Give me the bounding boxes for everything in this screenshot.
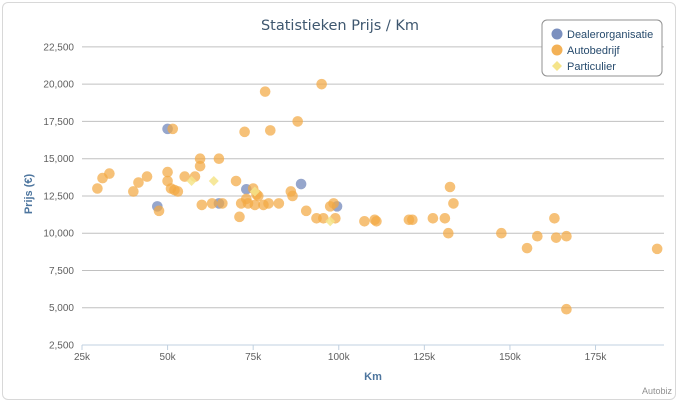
data-point-autobedrijf [194,160,206,172]
data-point-autobedrijf [213,153,225,164]
y-tick-label: 5,000 [49,303,74,314]
data-point-autobedrijf [230,175,242,187]
data-point-autobedrijf [249,199,261,211]
y-tick-label: 7,500 [49,266,74,277]
x-axis-title: Km [364,371,382,383]
data-point-autobedrijf [264,125,276,136]
data-point-autobedrijf [448,198,459,209]
data-point-autobedrijf [407,214,418,226]
x-tick-label: 50k [160,352,177,363]
data-point-autobedrijf [496,227,507,239]
y-tick-label: 17,500 [43,117,74,128]
data-point-dealerorganisatie [295,178,307,190]
legend: Dealerorganisatie Autobedrijf Particulier [541,19,663,77]
data-point-autobedrijf [234,211,245,223]
data-point-autobedrijf [561,230,572,242]
data-point-particulier [208,176,219,187]
data-point-autobedrijf [550,232,562,243]
x-tick-label: 150k [499,352,522,363]
legend-label-particulier: Particulier [567,61,616,73]
y-tick-label: 2,500 [49,341,74,352]
data-point-autobedrijf [316,78,327,90]
data-point-autobedrijf [273,198,285,209]
x-tick-label: 175k [585,352,608,363]
y-axis-title: Prijs (€) [23,173,35,214]
credit-label: Autobiz [642,386,673,396]
data-point-autobedrijf [104,168,115,179]
data-point-particulier [186,176,197,187]
x-tick-label: 25k [74,352,91,363]
data-point-autobedrijf [217,198,228,209]
data-point-autobedrijf [549,213,560,224]
data-point-autobedrijf [206,198,218,209]
data-point-autobedrijf [651,243,663,255]
x-axis: 25k 50k 75k 100k 125k 150k 175k [74,344,664,363]
data-point-particulier [249,186,260,197]
y-tick-label: 12,500 [43,191,74,202]
legend-symbol-particulier [552,61,562,71]
data-point-autobedrijf [162,166,173,178]
data-point-autobedrijf [194,153,206,164]
data-point-autobedrijf [196,199,208,211]
data-point-autobedrijf [439,213,451,224]
chart-title: Statistieken Prijs / Km [261,18,419,34]
data-point-autobedrijf [328,198,339,209]
data-point-autobedrijf [239,126,250,138]
data-point-autobedrijf [153,205,165,217]
plot-points [92,78,663,315]
y-axis: 2,500 5,000 7,500 10,000 12,500 15,000 17,500 2… [43,42,74,351]
data-point-autobedrijf [179,171,191,182]
legend-symbol-autobedrijf [551,44,563,56]
data-point-autobedrijf [300,205,312,217]
x-tick-label: 125k [414,352,437,363]
data-point-autobedrijf [532,230,543,242]
data-point-autobedrijf [444,181,456,193]
data-point-autobedrijf [133,177,144,188]
legend-label-dealerorganisatie: Dealerorganisatie [567,29,653,41]
data-point-autobedrijf [443,227,454,239]
data-point-autobedrijf [172,186,184,197]
data-point-autobedrijf [359,215,370,227]
data-point-autobedrijf [371,215,382,227]
data-point-autobedrijf [259,86,271,97]
data-point-autobedrijf [128,186,139,197]
data-point-autobedrijf [92,183,103,194]
data-point-autobedrijf [141,171,153,182]
x-tick-label: 100k [328,352,351,363]
legend-label-autobedrijf: Autobedrijf [567,45,621,57]
data-point-autobedrijf [521,242,533,254]
data-point-autobedrijf [561,303,572,315]
y-tick-label: 22,500 [43,42,74,53]
data-point-particulier [325,216,336,227]
y-tick-label: 20,000 [43,80,74,91]
y-tick-label: 15,000 [43,154,74,165]
legend-box [541,19,663,77]
x-tick-label: 75k [245,352,262,363]
data-point-autobedrijf [167,123,179,135]
data-point-autobedrijf [292,116,303,127]
data-point-autobedrijf [287,190,298,202]
data-point-autobedrijf [427,213,439,224]
data-point-autobedrijf [263,198,274,209]
y-tick-label: 10,000 [43,229,74,240]
legend-symbol-dealerorganisatie [551,28,563,40]
